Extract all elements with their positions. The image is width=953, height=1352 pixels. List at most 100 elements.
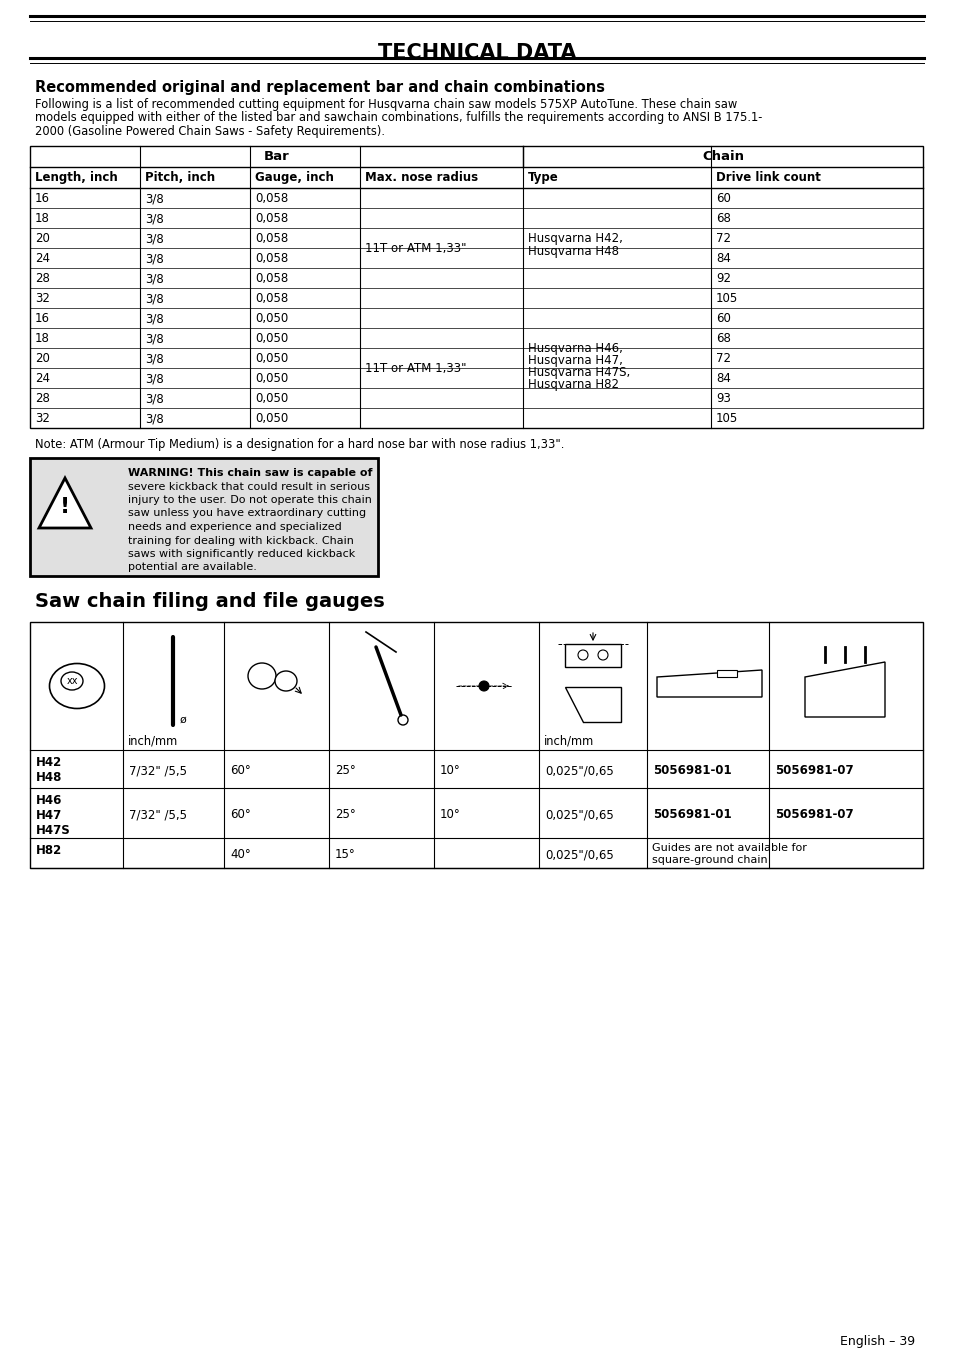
Text: 68: 68 [716, 212, 730, 224]
Text: 24: 24 [35, 372, 50, 385]
Text: Guides are not available for
square-ground chain: Guides are not available for square-grou… [651, 844, 806, 864]
Bar [30, 146, 923, 429]
Text: Type: Type [527, 170, 558, 184]
Text: 5056981-01: 5056981-01 [652, 808, 731, 821]
Text: 28: 28 [35, 392, 50, 406]
Text: 10°: 10° [439, 764, 460, 777]
Text: 18: 18 [35, 333, 50, 345]
Text: 32: 32 [35, 292, 50, 306]
Circle shape [478, 681, 489, 691]
Text: training for dealing with kickback. Chain: training for dealing with kickback. Chai… [128, 535, 354, 545]
Text: 10°: 10° [439, 808, 460, 821]
Text: Husqvarna H47S,: Husqvarna H47S, [527, 366, 630, 379]
Text: Following is a list of recommended cutting equipment for Husqvarna chain saw mod: Following is a list of recommended cutti… [35, 97, 737, 111]
Text: Husqvarna H42,: Husqvarna H42, [527, 233, 622, 245]
Text: potential are available.: potential are available. [128, 562, 256, 572]
Text: 0,058: 0,058 [254, 192, 288, 206]
Circle shape [397, 715, 408, 725]
Text: 0,025"/0,65: 0,025"/0,65 [544, 808, 613, 821]
Text: 3/8: 3/8 [145, 292, 164, 306]
Circle shape [598, 650, 607, 660]
Text: 3/8: 3/8 [145, 333, 164, 345]
Bar [30, 458, 377, 576]
Text: 0,058: 0,058 [254, 272, 288, 285]
Text: inch/mm: inch/mm [543, 734, 594, 748]
Text: 5056981-07: 5056981-07 [774, 808, 853, 821]
Text: Length, inch: Length, inch [35, 170, 117, 184]
Text: 11T or ATM 1,33": 11T or ATM 1,33" [365, 362, 466, 375]
Text: 84: 84 [716, 251, 730, 265]
Text: 20: 20 [35, 233, 50, 245]
Text: Husqvarna H82: Husqvarna H82 [527, 379, 618, 391]
Text: 32: 32 [35, 412, 50, 425]
Text: TECHNICAL DATA: TECHNICAL DATA [377, 43, 576, 64]
Text: Husqvarna H48: Husqvarna H48 [527, 245, 618, 258]
Text: Note: ATM (Armour Tip Medium) is a designation for a hard nose bar with nose rad: Note: ATM (Armour Tip Medium) is a desig… [35, 438, 564, 452]
Text: severe kickback that could result in serious: severe kickback that could result in ser… [128, 481, 370, 492]
Text: Husqvarna H46,: Husqvarna H46, [527, 342, 622, 356]
Text: 3/8: 3/8 [145, 312, 164, 324]
Text: injury to the user. Do not operate this chain: injury to the user. Do not operate this … [128, 495, 372, 506]
Text: 60°: 60° [230, 764, 251, 777]
Text: WARNING! This chain saw is capable of: WARNING! This chain saw is capable of [128, 468, 372, 479]
Text: 0,050: 0,050 [254, 352, 288, 365]
Text: Max. nose radius: Max. nose radius [365, 170, 477, 184]
Text: 0,050: 0,050 [254, 412, 288, 425]
Polygon shape [564, 644, 620, 667]
Text: 0,025"/0,65: 0,025"/0,65 [544, 848, 613, 861]
Text: 3/8: 3/8 [145, 372, 164, 385]
Text: !: ! [60, 498, 70, 516]
Text: 60: 60 [716, 312, 730, 324]
Ellipse shape [274, 671, 296, 691]
Ellipse shape [50, 664, 105, 708]
Text: 3/8: 3/8 [145, 233, 164, 245]
Text: Recommended original and replacement bar and chain combinations: Recommended original and replacement bar… [35, 80, 604, 95]
Text: saw unless you have extraordinary cutting: saw unless you have extraordinary cuttin… [128, 508, 366, 519]
Polygon shape [804, 662, 884, 717]
Ellipse shape [248, 662, 275, 690]
Circle shape [578, 650, 587, 660]
Text: 93: 93 [716, 392, 730, 406]
Text: English – 39: English – 39 [839, 1334, 914, 1348]
Text: Chain: Chain [701, 150, 743, 164]
Text: xx: xx [66, 676, 77, 685]
Text: Saw chain filing and file gauges: Saw chain filing and file gauges [35, 592, 384, 611]
Text: inch/mm: inch/mm [128, 734, 178, 748]
Polygon shape [39, 479, 91, 529]
Text: 60: 60 [716, 192, 730, 206]
Text: 7/32" /5,5: 7/32" /5,5 [129, 764, 187, 777]
Text: 25°: 25° [335, 764, 355, 777]
Polygon shape [657, 671, 761, 698]
Text: 11T or ATM 1,33": 11T or ATM 1,33" [365, 242, 466, 256]
Text: 3/8: 3/8 [145, 412, 164, 425]
Text: 40°: 40° [230, 848, 251, 861]
Text: 0,058: 0,058 [254, 251, 288, 265]
Polygon shape [717, 671, 737, 677]
Text: 0,050: 0,050 [254, 372, 288, 385]
Text: 0,058: 0,058 [254, 292, 288, 306]
Text: 16: 16 [35, 192, 50, 206]
Text: 0,058: 0,058 [254, 212, 288, 224]
Text: 3/8: 3/8 [145, 212, 164, 224]
Text: 0,058: 0,058 [254, 233, 288, 245]
Text: 84: 84 [716, 372, 730, 385]
Text: 7/32" /5,5: 7/32" /5,5 [129, 808, 187, 821]
Text: 3/8: 3/8 [145, 392, 164, 406]
Text: models equipped with either of the listed bar and sawchain combinations, fulfill: models equipped with either of the liste… [35, 111, 761, 124]
Text: Drive link count: Drive link count [716, 170, 820, 184]
Text: 5056981-07: 5056981-07 [774, 764, 853, 777]
Text: 105: 105 [716, 412, 738, 425]
Polygon shape [564, 687, 620, 722]
Text: 3/8: 3/8 [145, 352, 164, 365]
Text: 24: 24 [35, 251, 50, 265]
Text: needs and experience and specialized: needs and experience and specialized [128, 522, 341, 531]
Text: 105: 105 [716, 292, 738, 306]
Text: Gauge, inch: Gauge, inch [254, 170, 334, 184]
Text: 0,025"/0,65: 0,025"/0,65 [544, 764, 613, 777]
Text: H42
H48: H42 H48 [36, 756, 62, 784]
Text: 0,050: 0,050 [254, 392, 288, 406]
Text: 18: 18 [35, 212, 50, 224]
Text: 15°: 15° [335, 848, 355, 861]
Text: saws with significantly reduced kickback: saws with significantly reduced kickback [128, 549, 355, 558]
Text: Pitch, inch: Pitch, inch [145, 170, 214, 184]
